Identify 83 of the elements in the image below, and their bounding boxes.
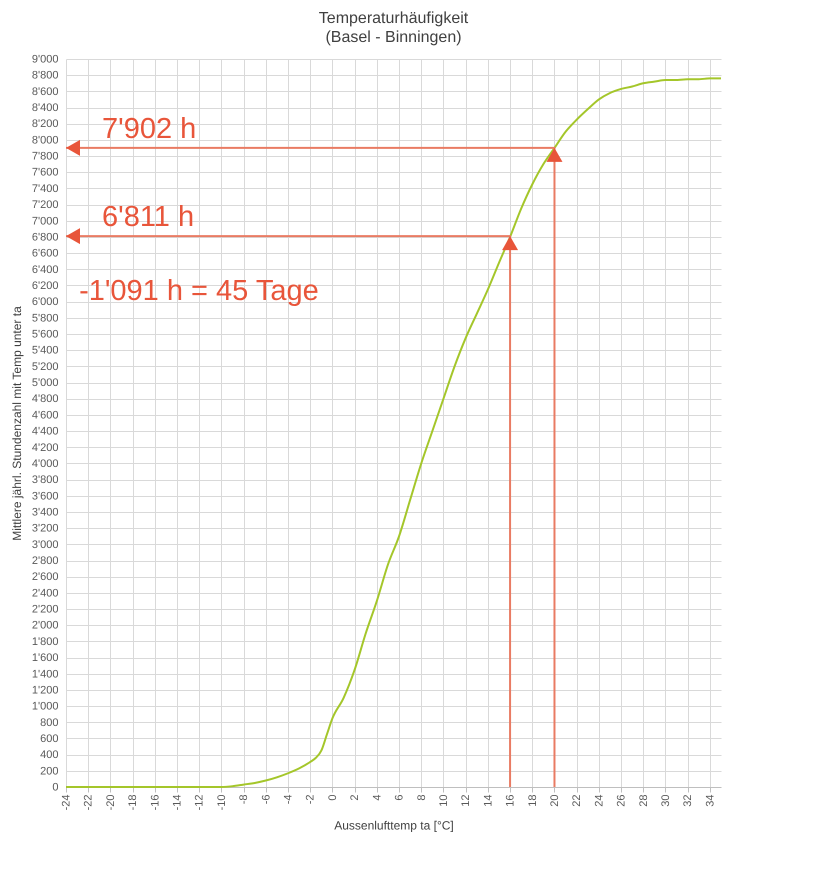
- y-tick-label: 2'800: [32, 555, 58, 568]
- x-tick-label: 4: [371, 794, 384, 801]
- y-tick-label: 8'000: [32, 134, 58, 146]
- x-tick-label: 20: [548, 794, 561, 807]
- chart-title: Temperaturhäufigkeit: [318, 10, 469, 27]
- y-tick-label: 7'800: [32, 150, 58, 163]
- y-tick-label: 8'600: [32, 86, 58, 98]
- x-tick-label: 28: [638, 794, 650, 807]
- x-tick-label: -16: [149, 794, 162, 810]
- x-tick-label: 22: [571, 794, 584, 807]
- y-tick-label: 1'600: [32, 652, 58, 664]
- y-tick-label: 4'400: [32, 426, 58, 438]
- annotation: -1'091 h = 45 Tage: [79, 275, 319, 308]
- y-tick-label: 4'000: [32, 458, 58, 470]
- y-tick-label: 3'200: [32, 522, 58, 535]
- y-tick-label: 3'000: [32, 538, 58, 551]
- y-tick-label: 5'200: [32, 360, 58, 373]
- y-tick-label: 6'000: [32, 296, 58, 308]
- chart-subtitle: (Basel - Binningen): [325, 29, 462, 46]
- y-tick-label: 4'800: [32, 393, 58, 406]
- x-tick-label: -24: [60, 794, 72, 810]
- y-tick-label: 400: [40, 749, 58, 762]
- y-tick-label: 3'600: [32, 490, 58, 502]
- y-tick-label: 5'800: [32, 312, 58, 324]
- x-tick-label: 34: [704, 794, 716, 807]
- y-tick-label: 9'000: [32, 54, 58, 66]
- y-tick-label: 2'400: [32, 587, 58, 600]
- x-tick-label: 12: [460, 794, 472, 807]
- y-tick-label: 1'000: [32, 700, 58, 713]
- x-tick-label: -20: [104, 794, 117, 810]
- x-tick-label: 24: [593, 794, 606, 807]
- y-tick-label: 3'400: [32, 506, 58, 518]
- x-tick-label: -2: [304, 794, 317, 804]
- y-tick-label: 1'800: [32, 636, 58, 648]
- x-tick-label: 0: [326, 794, 339, 801]
- y-tick-label: 4'200: [32, 442, 58, 454]
- x-tick-label: 26: [616, 794, 628, 807]
- y-tick-label: 6'400: [32, 264, 58, 276]
- y-tick-label: 2'000: [32, 620, 58, 632]
- y-tick-label: 7'000: [32, 215, 58, 228]
- x-tick-label: 14: [482, 794, 494, 807]
- x-tick-label: -14: [172, 794, 184, 810]
- y-tick-label: 800: [40, 716, 58, 729]
- x-tick-label: -8: [238, 794, 250, 804]
- x-tick-label: 8: [416, 794, 428, 801]
- x-tick-label: -22: [82, 794, 95, 810]
- y-tick-label: 3'800: [32, 474, 58, 486]
- y-tick-label: 7'200: [32, 199, 58, 212]
- x-tick-label: 10: [438, 794, 450, 807]
- y-axis-title: Mittlere jährl. Stundenzahl mit Temp unter ta: [10, 306, 24, 541]
- annotation: 6'811 h: [102, 201, 194, 234]
- x-tick-label: 2: [349, 794, 362, 801]
- y-tick-label: 2'600: [32, 571, 58, 584]
- y-tick-label: 5'000: [32, 377, 58, 390]
- y-tick-label: 7'400: [32, 182, 58, 195]
- x-tick-label: -12: [194, 794, 206, 810]
- x-tick-label: 32: [682, 794, 694, 807]
- annotation: 7'902 h: [102, 112, 196, 145]
- y-tick-label: 1'400: [32, 668, 58, 680]
- y-tick-label: 7'600: [32, 166, 58, 179]
- x-tick-label: -4: [282, 794, 295, 804]
- x-axis-title: Aussenlufttemp ta [°C]: [334, 818, 454, 832]
- x-tick-label: -6: [260, 794, 272, 804]
- y-tick-label: 2'200: [32, 604, 58, 616]
- y-tick-label: 6'600: [32, 248, 58, 260]
- y-tick-label: 0: [52, 782, 58, 794]
- y-tick-label: 6'200: [32, 280, 58, 292]
- x-tick-label: 16: [504, 794, 517, 807]
- y-tick-label: 8'800: [32, 70, 58, 82]
- x-tick-label: 30: [660, 794, 672, 807]
- y-tick-label: 4'600: [32, 409, 58, 422]
- y-tick-label: 8'200: [32, 118, 58, 130]
- y-tick-label: 1'200: [32, 684, 58, 696]
- y-tick-label: 5'600: [32, 328, 58, 341]
- y-tick-label: 6'800: [32, 231, 58, 244]
- x-tick-label: 6: [394, 794, 406, 801]
- y-tick-label: 200: [40, 765, 58, 778]
- x-tick-label: -18: [127, 794, 140, 810]
- x-tick-label: 18: [526, 794, 539, 807]
- y-tick-label: 8'400: [32, 102, 58, 114]
- y-tick-label: 600: [40, 732, 58, 745]
- x-tick-label: -10: [216, 794, 228, 810]
- y-tick-label: 5'400: [32, 344, 58, 357]
